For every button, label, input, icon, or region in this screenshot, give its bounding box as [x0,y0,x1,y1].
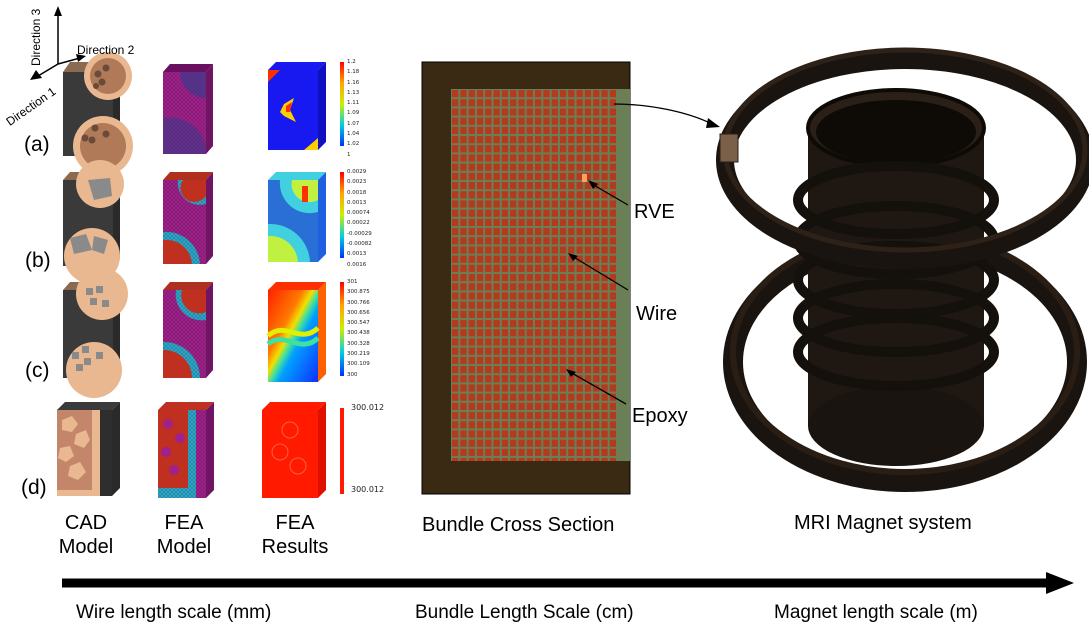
magnet-scale-label: Magnet length scale (m) [774,602,978,623]
bundle-title: Bundle Cross Section [422,514,615,536]
scale-arrow [62,572,1074,594]
fea-result-d [262,402,344,498]
wire-scale-label: Wire length scale (mm) [76,602,272,623]
fea-model-a [163,64,213,154]
fea-result-a [268,62,344,150]
column-label-fea-results: FEA Results [261,512,329,558]
bundle-arrowheads [566,180,598,377]
direction-3-label: Direction 3 [29,8,43,66]
legend-a: 1.2 1.18 1.16 1.13 1.11 1.09 1.07 1.04 1.02 1 [347,59,360,158]
row-label-b: (b) [25,249,51,272]
zoom-arrow [613,103,720,128]
row-label-c: (c) [25,359,50,382]
row-label-d: (d) [21,476,47,499]
cad-model-a [63,52,133,176]
epoxy-label: Epoxy [632,405,688,427]
mri-magnet [716,47,1089,492]
legend-d-top: 300.012 [351,403,385,412]
column-label-fea-model: FEA Model [156,512,212,558]
wire-label: Wire [636,303,678,325]
column-label-cad: CAD Model [58,512,114,558]
legend-d-bottom: 300.012 [351,485,385,494]
bundle-scale-label: Bundle Length Scale (cm) [415,602,634,623]
row-label-a: (a) [24,133,50,156]
legend-b: 0.0029 0.0023 0.0018 0.0013 0.00074 0.00022 -0… [347,169,372,268]
legend-c: 301 300.875 300.766 300.656 300.547 300.438 30… [347,279,370,378]
fea-result-c [266,282,344,382]
bundle-cross-section [421,61,631,495]
cad-model-d [57,402,120,496]
rve-label: RVE [634,201,675,223]
cad-model-c [63,268,128,398]
bundle-arrows [569,183,629,405]
fea-model-d [158,402,214,498]
magnet-title: MRI Magnet system [794,512,972,534]
fea-model-c [163,282,213,378]
direction-2-label: Direction 2 [77,43,135,57]
fea-model-b [163,172,213,264]
axis-triad [30,6,86,80]
fea-result-b [268,172,344,262]
cad-model-b [63,160,124,284]
